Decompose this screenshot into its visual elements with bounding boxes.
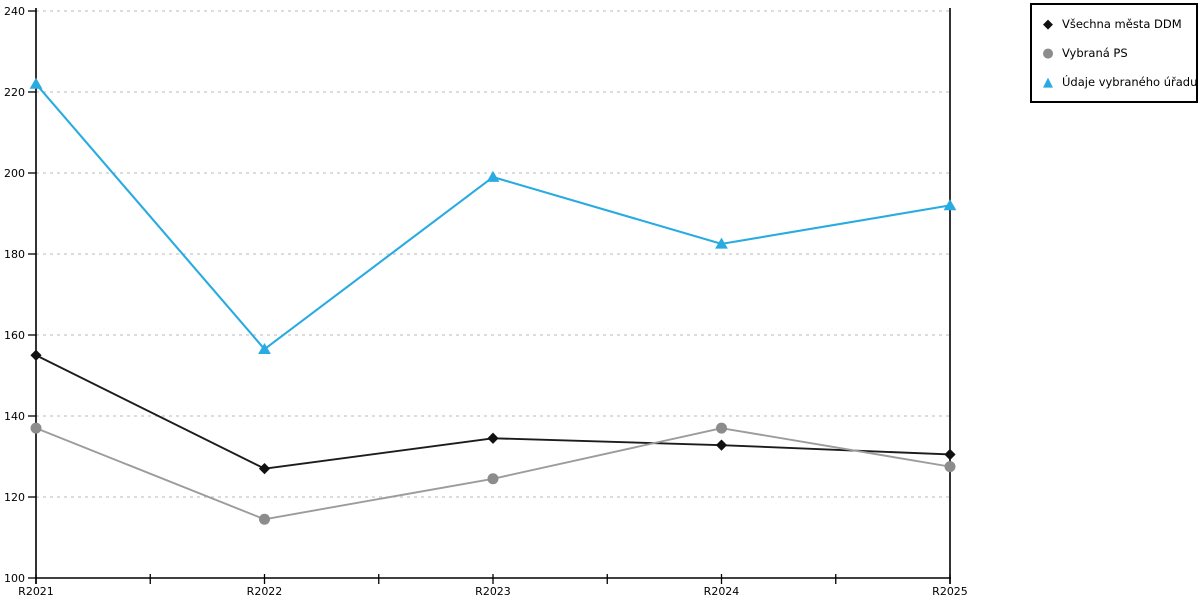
series-line xyxy=(35,354,951,470)
y-tick-label: 160 xyxy=(4,329,25,342)
data-point-circle-icon xyxy=(944,461,956,473)
legend-triangle-icon: ▲ xyxy=(1043,74,1053,90)
x-tick-label: R2022 xyxy=(247,585,283,598)
y-tick-label: 180 xyxy=(4,248,25,261)
data-point-triangle-icon xyxy=(29,77,43,89)
data-point-triangle-icon xyxy=(258,342,271,354)
legend-item: ● Vybraná PS xyxy=(1041,41,1190,65)
y-tick-label: 100 xyxy=(4,572,25,585)
data-point-triangle-icon xyxy=(486,170,500,182)
legend-item-label: Údaje vybraného úřadu xyxy=(1062,75,1198,89)
legend-diamond-icon: ◆ xyxy=(1043,16,1053,32)
data-point-diamond-icon xyxy=(944,448,956,461)
y-tick-label: 120 xyxy=(4,491,25,504)
legend-item-label: Vybraná PS xyxy=(1062,46,1128,60)
legend-item: ◆ Všechna města DDM xyxy=(1041,12,1190,36)
legend-item: ▲ Údaje vybraného úřadu xyxy=(1041,70,1197,94)
data-point-circle-icon xyxy=(487,473,499,485)
legend-circle-icon: ● xyxy=(1042,45,1054,61)
data-point-diamond-icon xyxy=(30,349,42,361)
data-point-diamond-icon xyxy=(487,432,499,444)
data-point-triangle-icon xyxy=(943,199,957,211)
data-point-circle-icon xyxy=(259,513,270,525)
series-line xyxy=(34,82,952,351)
data-point-circle-icon xyxy=(30,422,42,434)
x-tick-label: R2023 xyxy=(475,585,511,598)
legend-item-label: Všechna města DDM xyxy=(1062,17,1182,31)
y-tick-label: 240 xyxy=(4,5,25,18)
y-tick-label: 220 xyxy=(4,86,25,99)
data-point-triangle-icon xyxy=(715,237,728,249)
y-tick-label: 200 xyxy=(4,167,25,180)
x-tick-label: R2021 xyxy=(18,585,54,598)
y-tick-label: 140 xyxy=(4,410,25,423)
x-tick-label: R2025 xyxy=(932,585,968,598)
data-point-circle-icon xyxy=(716,422,727,434)
data-point-diamond-icon xyxy=(258,463,271,475)
legend: ◆ Všechna města DDM ● Vybraná PS ▲ Údaje vybr… xyxy=(1030,3,1198,103)
data-point-diamond-icon xyxy=(715,439,728,451)
x-tick-label: R2024 xyxy=(704,585,740,598)
